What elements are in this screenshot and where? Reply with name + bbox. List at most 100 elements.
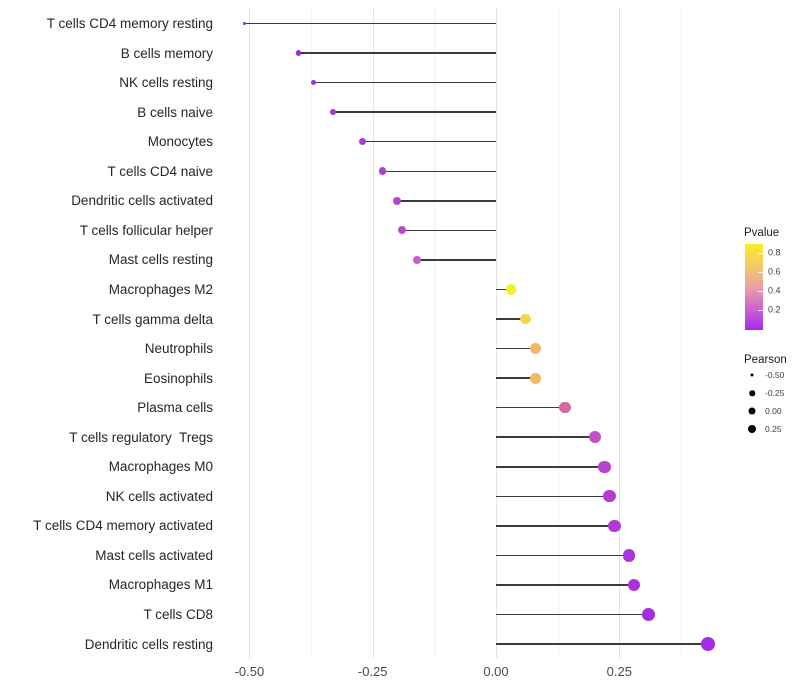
- pearson-size-label: -0.25: [765, 387, 785, 398]
- minor-gridline: [557, 8, 559, 658]
- category-label: Dendritic cells resting: [84, 636, 213, 652]
- lollipop-stem: [496, 613, 649, 616]
- data-point: [296, 50, 302, 56]
- data-point: [598, 460, 611, 473]
- data-point: [603, 490, 616, 503]
- major-gridline: [372, 8, 374, 658]
- legend-pearson-title: Pearson: [744, 354, 787, 366]
- pvalue-tick-mark: [758, 272, 763, 273]
- data-point: [398, 226, 407, 235]
- minor-gridline: [680, 8, 682, 658]
- pearson-size-label: 0.00: [765, 405, 782, 416]
- category-label: Dendritic cells activated: [71, 193, 213, 209]
- category-label: Macrophages M2: [108, 281, 213, 297]
- pvalue-tick-mark: [758, 310, 763, 311]
- category-label: T cells follicular helper: [79, 222, 213, 238]
- category-label: Mast cells activated: [95, 547, 213, 563]
- category-label: Monocytes: [147, 134, 213, 150]
- minor-gridline: [311, 8, 313, 658]
- category-label: T cells CD4 memory activated: [33, 518, 213, 534]
- lollipop-stem: [402, 229, 496, 232]
- data-point: [393, 196, 402, 205]
- category-label: T cells CD4 memory resting: [46, 16, 213, 31]
- lollipop-stem: [244, 22, 496, 25]
- category-label: Macrophages M0: [108, 459, 213, 475]
- data-point: [529, 372, 541, 384]
- lollipop-stem: [496, 554, 630, 557]
- lollipop-stem: [362, 140, 496, 143]
- lollipop-stem: [417, 259, 496, 261]
- lollipop-stem: [298, 52, 496, 54]
- minor-gridline: [434, 8, 436, 658]
- pearson-size-label: 0.25: [765, 423, 782, 434]
- category-label: T cells regulatory Tregs: [69, 429, 213, 445]
- data-point: [559, 401, 571, 414]
- legend-pvalue: Pvalue 0.8 0.6 0.4 0.2: [744, 227, 800, 330]
- category-label: B cells naive: [137, 104, 213, 120]
- category-label: T cells CD4 naive: [107, 163, 213, 179]
- lollipop-stem: [382, 170, 496, 172]
- lollipop-stem: [496, 466, 605, 468]
- lollipop-stem: [397, 200, 496, 202]
- category-label: Neutrophils: [144, 341, 213, 357]
- data-point: [520, 313, 531, 325]
- x-tick-label: -0.50: [234, 664, 265, 679]
- category-label: Eosinophils: [143, 370, 213, 386]
- lollipop-stem: [496, 347, 536, 350]
- x-tick-label: -0.25: [357, 664, 388, 679]
- category-label: Plasma cells: [137, 400, 213, 416]
- x-tick-label: 0.00: [483, 664, 509, 679]
- data-point: [529, 343, 541, 355]
- pvalue-tick-mark: [758, 291, 763, 292]
- pvalue-tick-label: 0.4: [768, 285, 781, 296]
- data-point: [505, 284, 517, 295]
- pvalue-tick-mark: [758, 253, 763, 254]
- data-point: [627, 578, 641, 592]
- lollipop-stem: [496, 584, 635, 586]
- data-point: [642, 608, 656, 621]
- data-point: [622, 549, 636, 562]
- category-label: Macrophages M1: [108, 577, 213, 593]
- lollipop-stem: [496, 495, 610, 498]
- data-point: [330, 108, 337, 116]
- lollipop-stem: [496, 643, 709, 645]
- data-point: [243, 22, 246, 25]
- lollipop-stem: [496, 377, 536, 379]
- lollipop-stem: [333, 111, 496, 113]
- category-label: NK cells activated: [105, 488, 213, 504]
- lollipop-stem: [496, 525, 615, 527]
- data-point: [359, 138, 367, 146]
- major-gridline: [496, 8, 497, 658]
- data-point: [378, 167, 387, 176]
- pearson-size-label: -0.50: [765, 369, 785, 380]
- pvalue-tick-label: 0.6: [768, 266, 781, 277]
- data-point: [608, 519, 621, 532]
- lollipop-stem: [313, 81, 496, 84]
- x-tick-label: 0.25: [606, 664, 632, 679]
- pearson-size-dot: [750, 373, 754, 377]
- data-point: [701, 637, 715, 651]
- category-label: NK cells resting: [119, 75, 213, 91]
- major-gridline: [249, 8, 251, 658]
- legend-pearson: Pearson -0.50 -0.25 0.00 0.25: [744, 354, 800, 433]
- pearson-size-dot: [748, 407, 756, 415]
- lollipop-stem: [496, 406, 566, 409]
- pvalue-tick-label: 0.8: [768, 247, 781, 258]
- category-label: T cells gamma delta: [92, 311, 213, 327]
- lollipop-stem: [496, 318, 526, 320]
- data-point: [310, 79, 317, 86]
- category-label: T cells CD8: [143, 607, 213, 622]
- lollipop-stem: [496, 436, 595, 438]
- category-label: B cells memory: [120, 45, 213, 61]
- lollipop-stem: [496, 288, 511, 291]
- category-label: Mast cells resting: [108, 252, 213, 268]
- pvalue-tick-label: 0.2: [768, 304, 781, 315]
- data-point: [412, 255, 422, 265]
- major-gridline: [619, 8, 621, 658]
- pearson-size-dot: [748, 425, 756, 433]
- data-point: [588, 431, 601, 444]
- pvalue-gradient-bar: [745, 244, 763, 330]
- legend-pvalue-title: Pvalue: [744, 227, 780, 239]
- pearson-size-dot: [749, 390, 755, 396]
